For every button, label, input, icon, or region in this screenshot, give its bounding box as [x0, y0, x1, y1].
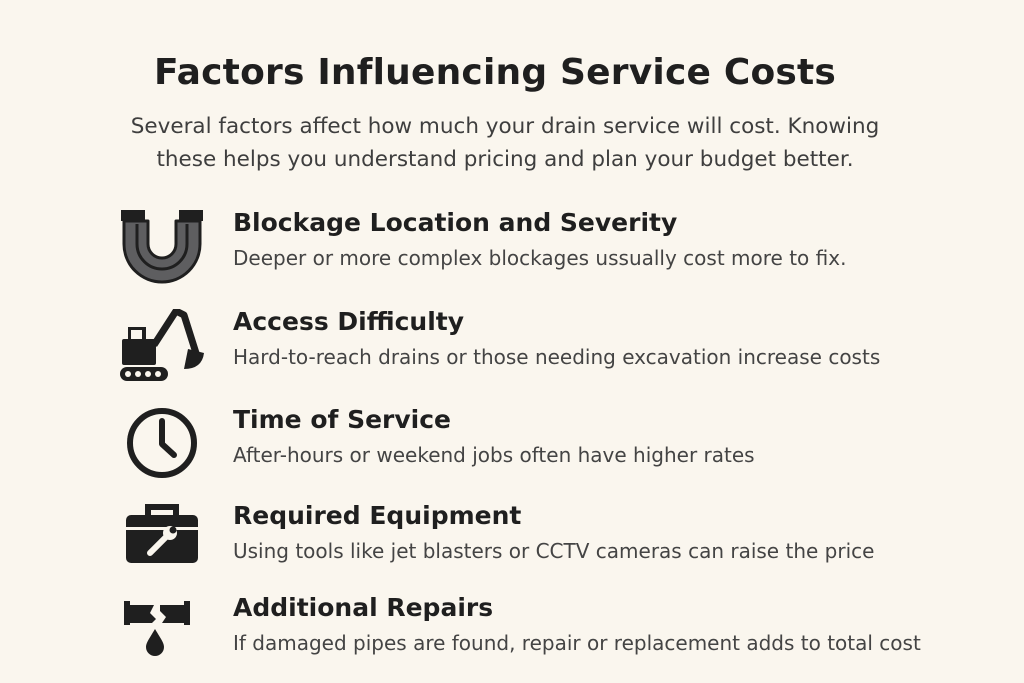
factor-heading: Blockage Location and Severity [233, 208, 678, 237]
factor-item-equipment: Required Equipment Using tools like jet … [0, 501, 1024, 581]
factor-description: Deeper or more complex blockages ussuall… [233, 246, 847, 270]
factor-item-time: Time of Service After-hours or weekend j… [0, 405, 1024, 485]
factor-item-access: Access Difficulty Hard-to-reach drains o… [0, 307, 1024, 387]
intro-text: Several factors affect how much your dra… [110, 110, 900, 176]
factor-heading: Required Equipment [233, 501, 522, 530]
clock-icon [118, 407, 206, 485]
factor-heading: Time of Service [233, 405, 452, 434]
intro-line-2: these helps you understand pricing and p… [156, 147, 854, 172]
toolbox-wrench-icon [118, 503, 206, 581]
broken-pipe-leak-icon [118, 595, 206, 673]
factor-description: Using tools like jet blasters or CCTV ca… [233, 539, 875, 563]
factor-description: Hard-to-reach drains or those needing ex… [233, 345, 881, 369]
page-title: Factors Influencing Service Costs [153, 52, 837, 93]
intro-line-1: Several factors affect how much your dra… [130, 114, 880, 139]
factor-description: After-hours or weekend jobs often have h… [233, 443, 755, 467]
factor-heading: Additional Repairs [233, 593, 494, 622]
factor-heading: Access Difficulty [233, 307, 465, 336]
factor-item-repairs: Additional Repairs If damaged pipes are … [0, 593, 1024, 673]
factor-description: If damaged pipes are found, repair or re… [233, 631, 921, 655]
excavator-icon [118, 309, 206, 387]
u-pipe-icon [118, 210, 206, 288]
factor-item-blockage: Blockage Location and Severity Deeper or… [0, 208, 1024, 288]
